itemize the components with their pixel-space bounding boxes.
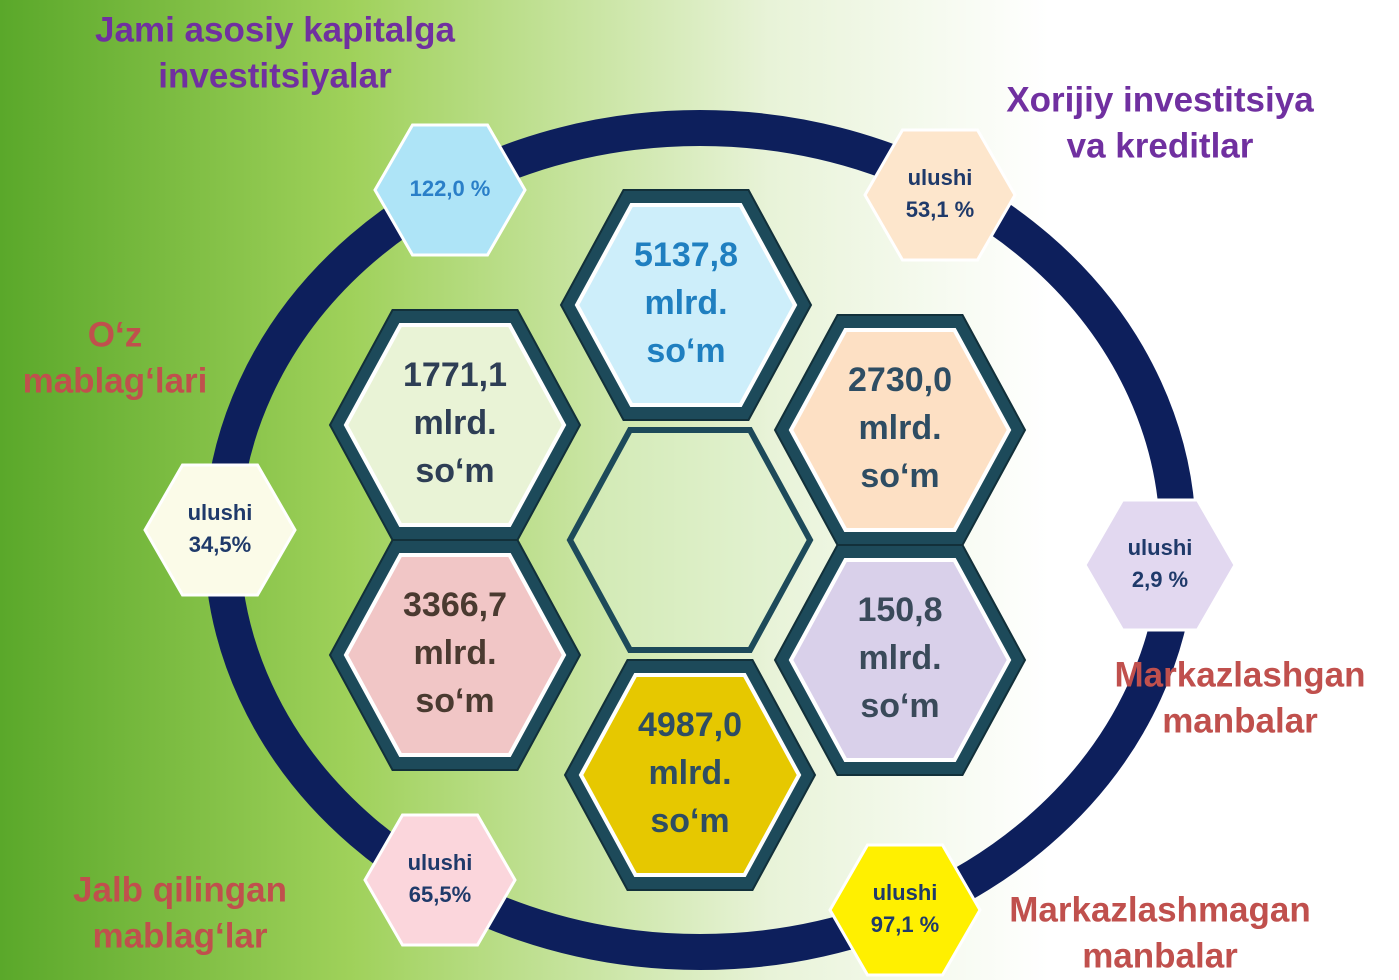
share-text: 97,1 % [871, 912, 940, 937]
category-label: mablag‘lari [23, 361, 208, 400]
category-label: Jami asosiy kapitalga [95, 10, 455, 49]
category-label: manbalar [1162, 701, 1318, 740]
amount-text: so‘m [415, 682, 494, 720]
amount-text: so‘m [860, 687, 939, 725]
share-text: 122,0 % [410, 176, 491, 201]
amount-text: 2730,0 [848, 361, 952, 399]
amount-text: mlrd. [648, 754, 731, 792]
share-text: ulushi [408, 850, 473, 875]
amount-text: so‘m [860, 457, 939, 495]
amount-text: mlrd. [413, 634, 496, 672]
amount-text: 4987,0 [638, 706, 742, 744]
amount-text: mlrd. [858, 639, 941, 677]
category-label: Jalb qilingan [73, 870, 287, 909]
amount-text: 1771,1 [403, 356, 507, 394]
share-text: 65,5% [409, 882, 471, 907]
amount-text: mlrd. [413, 404, 496, 442]
share-text: ulushi [188, 500, 253, 525]
share-text: 53,1 % [906, 197, 975, 222]
page: 5137,8 mlrd. so‘m 1771,1 mlrd. so‘m 2730,0 mlrd… [0, 0, 1399, 980]
amount-text: mlrd. [858, 409, 941, 447]
amount-text: 150,8 [857, 591, 942, 629]
amount-text: mlrd. [644, 284, 727, 322]
amount-text: so‘m [415, 452, 494, 490]
category-label: O‘z [88, 315, 142, 354]
share-text: 34,5% [189, 532, 251, 557]
share-text: ulushi [1128, 535, 1193, 560]
category-label: Markazlashgan [1115, 655, 1366, 694]
category-label: Markazlashmagan [1009, 890, 1311, 929]
category-label: va kreditlar [1067, 126, 1254, 165]
category-label: Xorijiy investitsiya [1006, 80, 1314, 119]
amount-text: 3366,7 [403, 586, 507, 624]
category-label: manbalar [1082, 936, 1238, 975]
amount-text: so‘m [650, 802, 729, 840]
amount-text: 5137,8 [634, 236, 738, 274]
category-label: investitsiyalar [158, 56, 392, 95]
amount-text: so‘m [646, 332, 725, 370]
category-label: mablag‘lar [92, 916, 267, 955]
share-text: 2,9 % [1132, 567, 1188, 592]
share-text: ulushi [873, 880, 938, 905]
infographic: 5137,8 mlrd. so‘m 1771,1 mlrd. so‘m 2730,0 mlrd… [0, 0, 1399, 980]
share-text: ulushi [908, 165, 973, 190]
